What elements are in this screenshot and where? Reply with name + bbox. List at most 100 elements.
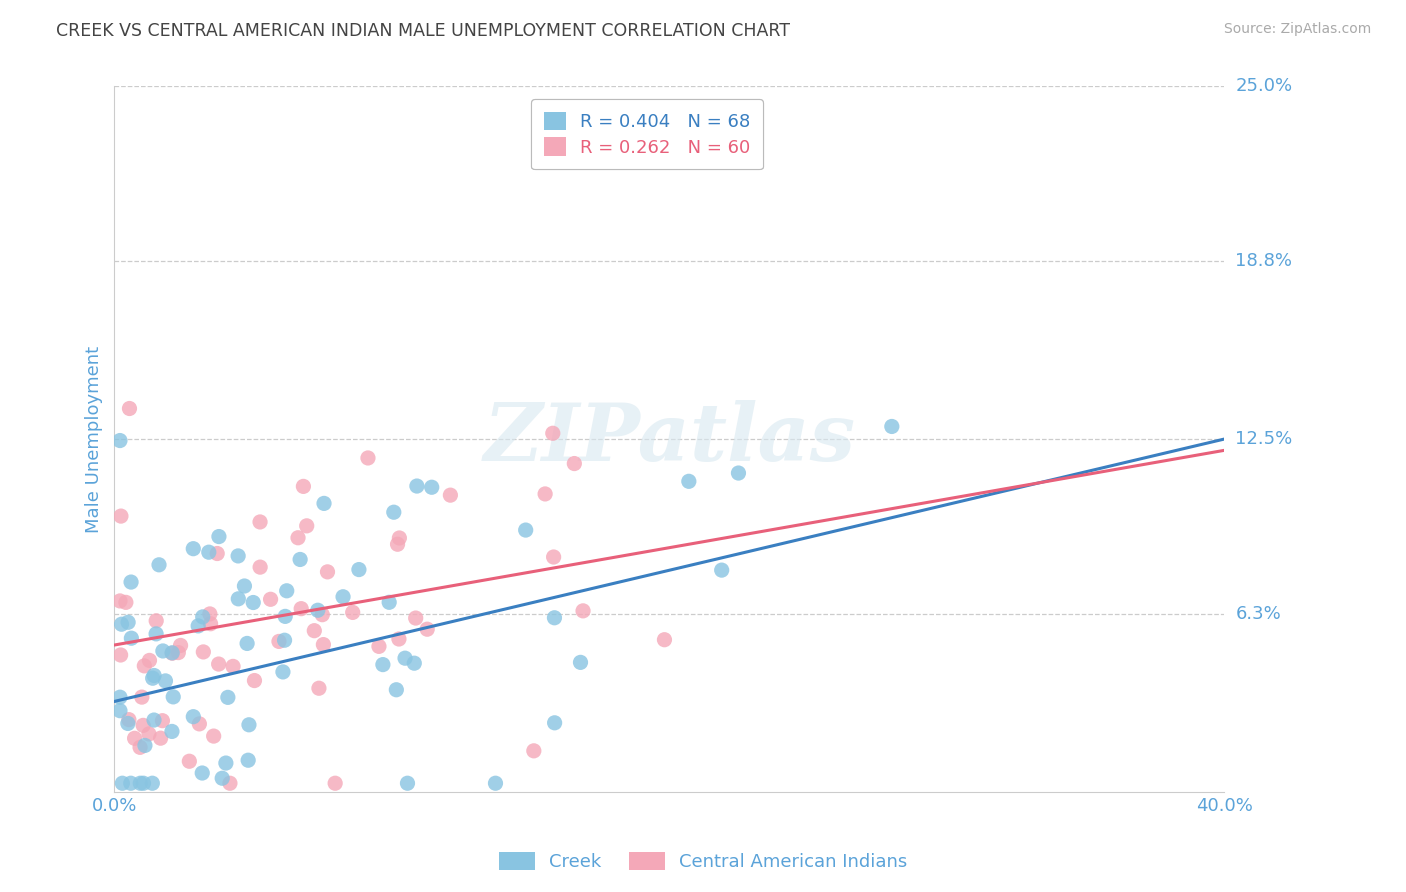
Point [179,754,201,768]
Point [323,776,346,790]
Point [710,563,733,577]
Point [238,718,260,732]
Text: 12.5%: 12.5% [1236,430,1292,448]
Point [118,401,141,416]
Point [347,563,370,577]
Point [132,776,155,790]
Point [292,479,315,493]
Point [378,595,401,609]
Point [654,632,676,647]
Point [198,607,221,621]
Point [160,646,183,660]
Point [222,659,245,673]
Point [115,595,138,609]
Point [307,603,329,617]
Point [562,457,585,471]
Point [181,541,204,556]
Point [198,545,221,559]
Point [382,505,405,519]
Point [149,731,172,746]
Point [308,681,330,696]
Point [160,724,183,739]
Point [169,639,191,653]
Y-axis label: Male Unemployment: Male Unemployment [86,345,103,533]
Point [332,590,354,604]
Point [152,714,174,728]
Point [142,671,165,685]
Point [405,611,427,625]
Point [541,426,564,441]
Point [312,496,335,510]
Point [295,519,318,533]
Point [357,450,380,465]
Point [387,537,409,551]
Point [111,776,134,790]
Point [290,601,312,615]
Point [388,531,411,545]
Point [145,627,167,641]
Point [191,766,214,780]
Point [118,713,141,727]
Point [233,579,256,593]
Point [396,776,419,790]
Point [312,638,335,652]
Text: Source: ZipAtlas.com: Source: ZipAtlas.com [1223,22,1371,37]
Point [134,739,156,753]
Point [288,552,311,566]
Point [276,583,298,598]
Point [368,640,391,654]
Point [534,487,557,501]
Point [148,558,170,572]
Point [108,690,131,705]
Point [217,690,239,705]
Point [543,611,565,625]
Point [134,658,156,673]
Point [129,740,152,755]
Point [110,617,132,632]
Point [143,713,166,727]
Point [120,631,142,645]
Text: 25.0%: 25.0% [1236,78,1292,95]
Point [208,657,231,671]
Point [249,560,271,574]
Point [484,776,506,790]
Point [406,479,429,493]
Point [523,744,546,758]
Point [727,466,749,480]
Point [108,434,131,448]
Point [420,480,443,494]
Point [219,776,242,790]
Point [236,636,259,650]
Text: 6.3%: 6.3% [1236,605,1281,623]
Point [141,776,163,790]
Point [181,709,204,723]
Point [129,776,152,790]
Point [117,615,139,630]
Point [226,549,249,563]
Point [439,488,461,502]
Point [371,657,394,672]
Point [394,651,416,665]
Point [110,648,132,662]
Text: CREEK VS CENTRAL AMERICAN INDIAN MALE UNEMPLOYMENT CORRELATION CHART: CREEK VS CENTRAL AMERICAN INDIAN MALE UN… [56,22,790,40]
Point [138,653,160,667]
Point [138,727,160,741]
Point [249,515,271,529]
Point [274,609,297,624]
Point [202,729,225,743]
Point [385,682,408,697]
Point [108,594,131,608]
Point [238,753,260,767]
Point [267,634,290,648]
Point [117,716,139,731]
Point [143,668,166,682]
Point [543,549,565,564]
Point [242,595,264,609]
Point [188,717,211,731]
Point [120,575,142,590]
Legend: Creek, Central American Indians: Creek, Central American Indians [492,845,914,879]
Point [311,607,333,622]
Point [259,592,281,607]
Point [304,624,326,638]
Point [162,690,184,704]
